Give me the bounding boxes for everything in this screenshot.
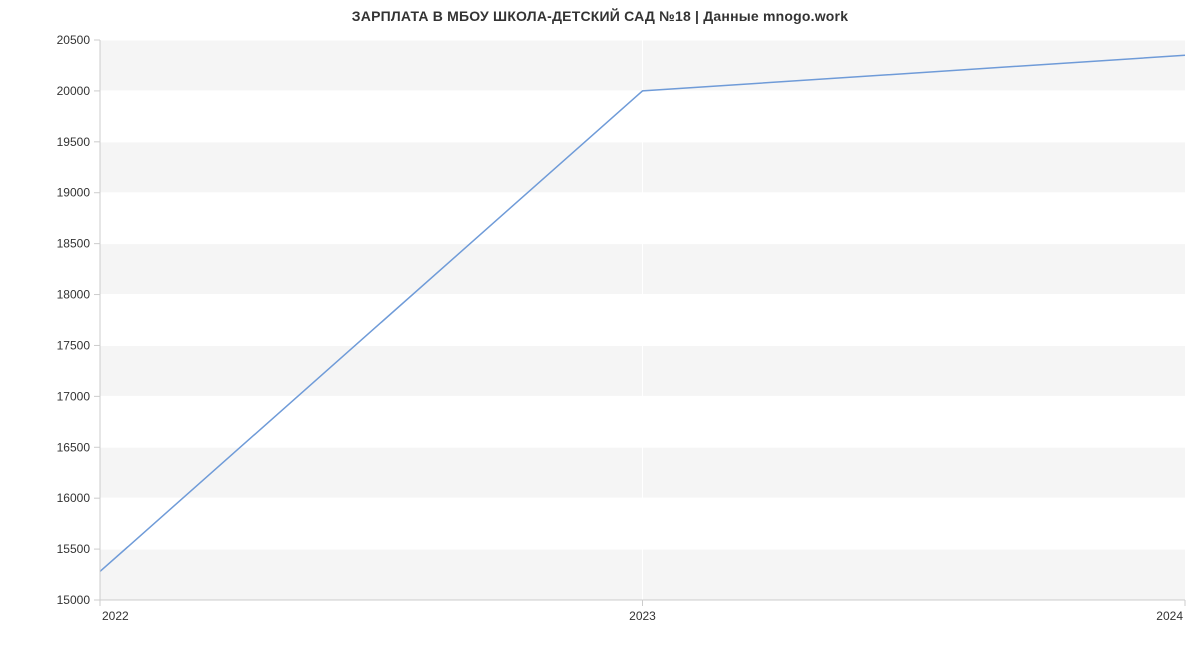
chart-title: ЗАРПЛАТА В МБОУ ШКОЛА-ДЕТСКИЙ САД №18 | …: [0, 8, 1200, 24]
ytick-label: 16500: [57, 440, 91, 454]
xtick-label: 2022: [102, 609, 129, 623]
ytick-label: 20000: [57, 84, 91, 98]
salary-line-chart: ЗАРПЛАТА В МБОУ ШКОЛА-ДЕТСКИЙ САД №18 | …: [0, 0, 1200, 650]
xtick-label: 2023: [629, 609, 656, 623]
ytick-label: 18500: [57, 237, 91, 251]
ytick-label: 19500: [57, 135, 91, 149]
ytick-label: 17000: [57, 389, 91, 403]
xtick-label: 2024: [1156, 609, 1183, 623]
ytick-label: 20500: [57, 33, 91, 47]
ytick-label: 19000: [57, 186, 91, 200]
ytick-label: 18000: [57, 288, 91, 302]
chart-svg: 15000 15500 16000 16500 17000 17500 18000 18500…: [0, 0, 1200, 650]
ytick-label: 15500: [57, 542, 91, 556]
ytick-label: 17500: [57, 338, 91, 352]
ytick-label: 15000: [57, 593, 91, 607]
ytick-label: 16000: [57, 491, 91, 505]
